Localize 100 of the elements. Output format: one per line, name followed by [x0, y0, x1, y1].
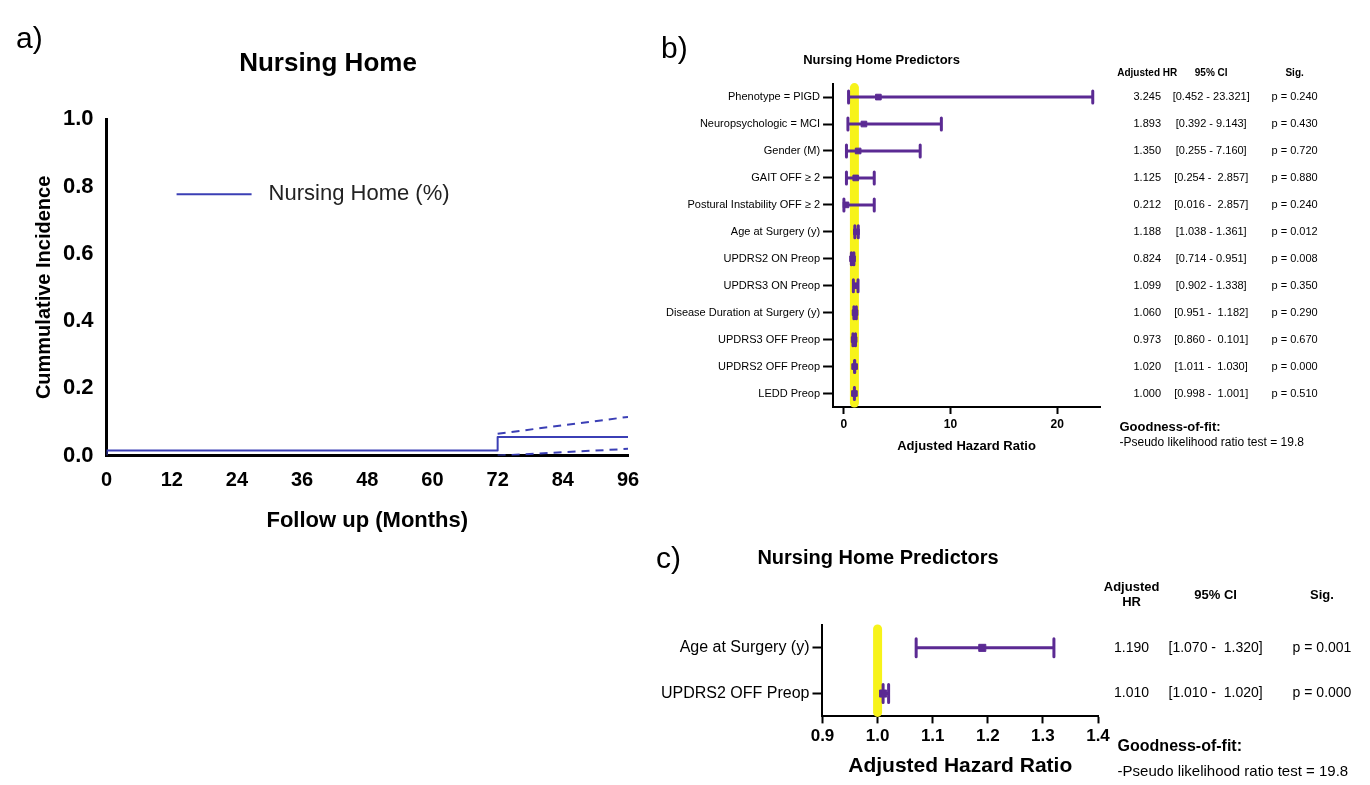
text: [1.011 - 1.030] — [1174, 359, 1248, 372]
data-label: 1.190 — [1114, 638, 1150, 655]
text: [0.254 - 2.857] — [1174, 170, 1249, 183]
x-tick-label: 0 — [101, 468, 113, 491]
y-tick-label: Age at Surgery (y) — [730, 224, 821, 237]
text: c) — [656, 541, 681, 575]
text: p = 0.000 — [1292, 684, 1352, 701]
y-tick-label: 0.0 — [62, 441, 94, 467]
data-label: 3.245 — [1133, 90, 1162, 103]
x-tick-label: 1.1 — [920, 726, 945, 746]
text: [0.016 - 2.857] — [1174, 197, 1249, 210]
data-label: 1.893 — [1133, 117, 1162, 130]
x-tick-label: 1.4 — [1086, 726, 1111, 746]
data-label: 1.188 — [1133, 224, 1162, 237]
text: [0.860 - 0.101] — [1174, 332, 1249, 345]
chart-title: Nursing Home Predictors — [803, 52, 960, 68]
data-label: 1.099 — [1133, 278, 1162, 291]
text: [0.452 - 23.321] — [1172, 90, 1250, 103]
y-axis-title: Cummulative Incidence — [31, 175, 54, 400]
x-tick-label: 12 — [160, 468, 183, 491]
y-tick-label: UPDRS2 ON Preop — [723, 251, 821, 264]
text: b) — [661, 31, 688, 65]
text: Goodness-of-fit: — [1117, 736, 1243, 754]
text: [0.998 - 1.001] — [1174, 386, 1249, 399]
data-label: 1.350 — [1133, 144, 1162, 157]
text: p = 0.880 — [1271, 170, 1318, 183]
chart-title: Nursing Home — [239, 46, 417, 77]
x-tick-label: 84 — [551, 468, 575, 491]
text: -Pseudo likelihood ratio test = 19.8 — [1119, 435, 1305, 450]
y-tick-label: 0.6 — [62, 239, 94, 265]
y-tick-label: Phenotype = PIGD — [728, 90, 821, 103]
x-tick-label: 48 — [356, 468, 379, 491]
chart-title: Nursing Home Predictors — [757, 545, 999, 568]
text: [0.951 - 1.182] — [1174, 305, 1249, 318]
text: [0.902 - 1.338] — [1175, 278, 1247, 291]
x-axis-title: Adjusted Hazard Ratio — [897, 437, 1036, 453]
text: p = 0.000 — [1271, 359, 1318, 372]
y-tick-label: UPDRS3 OFF Preop — [717, 332, 821, 345]
text: p = 0.240 — [1271, 90, 1318, 103]
y-tick-label: UPDRS2 OFF Preop — [717, 359, 821, 372]
x-tick-label: 24 — [225, 468, 249, 491]
x-tick-label: 96 — [616, 468, 640, 491]
x-tick-label: 10 — [943, 416, 958, 431]
text: 95% CI — [1194, 67, 1228, 79]
data-label: 0.973 — [1133, 332, 1162, 345]
text: Sig. — [1285, 67, 1304, 79]
text: p = 0.290 — [1271, 305, 1318, 318]
data-label: 0.824 — [1133, 251, 1162, 264]
text: p = 0.510 — [1271, 386, 1318, 399]
text: 95% CI — [1194, 586, 1237, 602]
text: p = 0.001 — [1292, 638, 1352, 655]
x-tick-label: 36 — [290, 468, 314, 491]
y-tick-label: 1.0 — [62, 105, 94, 131]
x-tick-label: 0 — [840, 416, 848, 431]
y-tick-label: Neuropsychologic = MCI — [699, 117, 821, 130]
data-label: 0.212 — [1133, 197, 1162, 210]
y-tick-label: 0.2 — [62, 374, 94, 400]
y-tick-label: Disease Duration at Surgery (y) — [666, 305, 821, 318]
text: -Pseudo likelihood ratio test = 19.8 — [1117, 761, 1349, 779]
text: a) — [16, 21, 43, 55]
text: p = 0.350 — [1271, 278, 1318, 291]
text: p = 0.670 — [1271, 332, 1318, 345]
y-tick-label: 0.8 — [62, 172, 94, 198]
y-tick-label: Gender (M) — [763, 144, 821, 157]
x-tick-label: 0.9 — [810, 726, 835, 746]
text: p = 0.240 — [1271, 197, 1318, 210]
data-label: 1.010 — [1114, 684, 1150, 701]
text: [1.010 - 1.020] — [1168, 684, 1263, 701]
text: [1.070 - 1.320] — [1168, 638, 1263, 655]
x-tick-label: 1.2 — [975, 726, 1000, 746]
y-tick-label: GAIT OFF ≥ 2 — [751, 170, 821, 183]
y-tick-label: UPDRS2 OFF Preop — [661, 683, 810, 701]
text: Adjusted HR — [1103, 578, 1160, 610]
x-tick-label: 1.0 — [865, 726, 890, 746]
text: Adjusted HR — [1117, 67, 1179, 79]
data-label: 1.125 — [1133, 170, 1162, 183]
y-tick-label: LEDD Preop — [758, 386, 821, 399]
text: p = 0.012 — [1271, 224, 1318, 237]
legend-label: Nursing Home (%) — [268, 180, 450, 206]
x-tick-label: 20 — [1050, 416, 1065, 431]
y-tick-label: UPDRS3 ON Preop — [723, 278, 821, 291]
text: Sig. — [1310, 586, 1334, 602]
text: [0.255 - 7.160] — [1175, 144, 1247, 157]
data-label: 1.000 — [1133, 386, 1162, 399]
y-tick-label: 0.4 — [62, 307, 95, 333]
text: [0.392 - 9.143] — [1175, 117, 1247, 130]
x-tick-label: 1.3 — [1031, 726, 1055, 746]
x-tick-label: 72 — [486, 468, 509, 491]
text: [1.038 - 1.361] — [1175, 224, 1247, 237]
x-axis-title: Follow up (Months) — [266, 506, 469, 532]
x-tick-label: 60 — [421, 468, 444, 491]
text: [0.714 - 0.951] — [1175, 251, 1247, 264]
y-tick-label: Age at Surgery (y) — [679, 638, 810, 656]
text: p = 0.430 — [1271, 117, 1318, 130]
text: p = 0.720 — [1271, 144, 1318, 157]
y-tick-label: Postural Instability OFF ≥ 2 — [687, 197, 821, 210]
text: p = 0.008 — [1271, 251, 1318, 264]
text: Goodness-of-fit: — [1119, 418, 1221, 434]
x-axis-title: Adjusted Hazard Ratio — [848, 753, 1073, 777]
data-label: 1.020 — [1133, 359, 1162, 372]
